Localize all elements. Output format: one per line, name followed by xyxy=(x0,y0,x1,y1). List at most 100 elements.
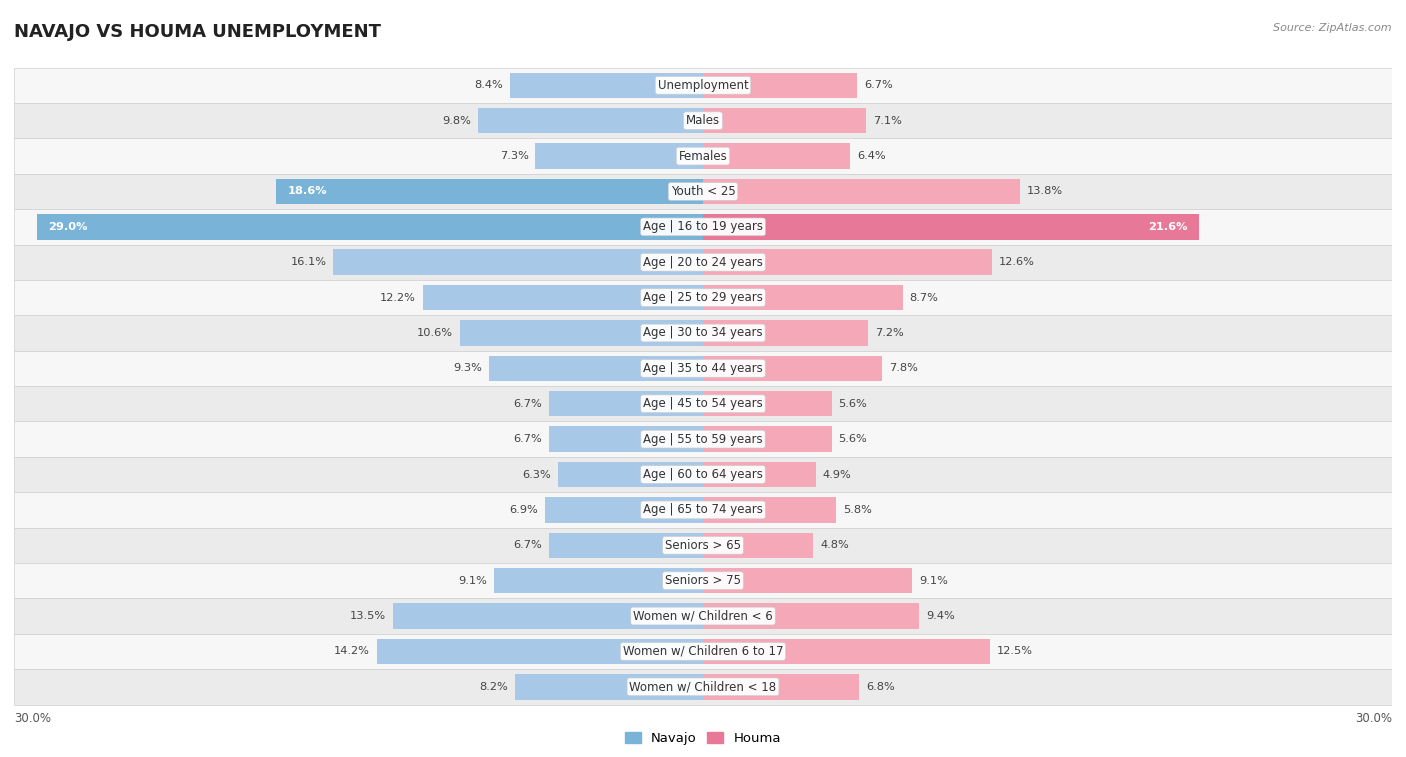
Bar xyxy=(550,426,703,452)
Text: Unemployment: Unemployment xyxy=(658,79,748,92)
Text: 7.8%: 7.8% xyxy=(889,363,918,373)
Text: 7.3%: 7.3% xyxy=(499,151,529,161)
Bar xyxy=(703,674,859,699)
Bar xyxy=(392,603,703,629)
Bar xyxy=(14,245,1392,280)
Bar xyxy=(703,391,831,416)
Bar xyxy=(703,250,993,275)
Bar xyxy=(544,497,703,522)
Bar xyxy=(14,598,1392,634)
Text: 6.7%: 6.7% xyxy=(513,399,543,409)
Text: 8.4%: 8.4% xyxy=(474,80,503,90)
Bar xyxy=(703,108,866,133)
Bar xyxy=(703,285,903,310)
Text: 10.6%: 10.6% xyxy=(416,328,453,338)
Bar xyxy=(478,108,703,133)
Bar xyxy=(703,462,815,488)
Text: 8.2%: 8.2% xyxy=(479,682,508,692)
Bar xyxy=(14,316,1392,350)
Text: 13.8%: 13.8% xyxy=(1026,186,1063,197)
Bar xyxy=(14,634,1392,669)
Bar xyxy=(703,320,869,346)
Bar xyxy=(14,528,1392,563)
Text: Women w/ Children 6 to 17: Women w/ Children 6 to 17 xyxy=(623,645,783,658)
Text: Youth < 25: Youth < 25 xyxy=(671,185,735,198)
Bar xyxy=(558,462,703,488)
Text: Females: Females xyxy=(679,150,727,163)
Text: NAVAJO VS HOUMA UNEMPLOYMENT: NAVAJO VS HOUMA UNEMPLOYMENT xyxy=(14,23,381,41)
Text: 6.3%: 6.3% xyxy=(523,469,551,479)
Text: 16.1%: 16.1% xyxy=(291,257,326,267)
Text: 9.1%: 9.1% xyxy=(920,575,948,586)
Text: Seniors > 65: Seniors > 65 xyxy=(665,539,741,552)
Text: 30.0%: 30.0% xyxy=(1355,712,1392,725)
Bar xyxy=(276,179,703,204)
Text: Males: Males xyxy=(686,114,720,127)
Text: 12.6%: 12.6% xyxy=(1000,257,1035,267)
Text: 6.7%: 6.7% xyxy=(513,540,543,550)
Text: 6.9%: 6.9% xyxy=(509,505,537,515)
Text: 4.8%: 4.8% xyxy=(820,540,849,550)
Bar xyxy=(703,356,882,381)
Bar xyxy=(14,350,1392,386)
Bar xyxy=(510,73,703,98)
Text: 12.5%: 12.5% xyxy=(997,646,1033,656)
Text: 6.4%: 6.4% xyxy=(856,151,886,161)
Text: 9.4%: 9.4% xyxy=(925,611,955,621)
Bar xyxy=(703,143,851,169)
Text: 12.2%: 12.2% xyxy=(380,293,416,303)
Bar xyxy=(703,568,912,593)
Text: Age | 20 to 24 years: Age | 20 to 24 years xyxy=(643,256,763,269)
Bar xyxy=(14,563,1392,598)
Bar xyxy=(703,73,856,98)
Text: 29.0%: 29.0% xyxy=(48,222,89,232)
Bar xyxy=(333,250,703,275)
Text: Source: ZipAtlas.com: Source: ZipAtlas.com xyxy=(1274,23,1392,33)
Bar xyxy=(703,533,813,558)
Bar xyxy=(423,285,703,310)
Text: Age | 60 to 64 years: Age | 60 to 64 years xyxy=(643,468,763,481)
Text: 7.1%: 7.1% xyxy=(873,116,901,126)
Bar xyxy=(703,214,1199,239)
Text: 6.7%: 6.7% xyxy=(513,435,543,444)
Text: 4.9%: 4.9% xyxy=(823,469,851,479)
Bar xyxy=(703,603,920,629)
Text: Age | 16 to 19 years: Age | 16 to 19 years xyxy=(643,220,763,233)
Bar xyxy=(14,174,1392,209)
Text: 9.3%: 9.3% xyxy=(454,363,482,373)
Bar xyxy=(489,356,703,381)
Text: Age | 65 to 74 years: Age | 65 to 74 years xyxy=(643,503,763,516)
Text: 18.6%: 18.6% xyxy=(287,186,328,197)
Text: Seniors > 75: Seniors > 75 xyxy=(665,574,741,587)
Text: 30.0%: 30.0% xyxy=(14,712,51,725)
Bar xyxy=(703,426,831,452)
Text: Women w/ Children < 18: Women w/ Children < 18 xyxy=(630,681,776,693)
Text: 9.8%: 9.8% xyxy=(441,116,471,126)
Bar xyxy=(460,320,703,346)
Text: 21.6%: 21.6% xyxy=(1149,222,1188,232)
Text: 5.6%: 5.6% xyxy=(838,435,868,444)
Text: Age | 35 to 44 years: Age | 35 to 44 years xyxy=(643,362,763,375)
Text: 5.8%: 5.8% xyxy=(844,505,872,515)
Bar xyxy=(14,456,1392,492)
Bar xyxy=(536,143,703,169)
Bar xyxy=(14,492,1392,528)
Bar xyxy=(550,391,703,416)
Bar xyxy=(14,209,1392,245)
Text: 6.8%: 6.8% xyxy=(866,682,894,692)
Text: 8.7%: 8.7% xyxy=(910,293,939,303)
Bar xyxy=(14,103,1392,139)
Bar xyxy=(14,386,1392,422)
Bar xyxy=(377,639,703,664)
Bar xyxy=(703,179,1019,204)
Text: 14.2%: 14.2% xyxy=(335,646,370,656)
Bar xyxy=(703,639,990,664)
Text: Age | 55 to 59 years: Age | 55 to 59 years xyxy=(643,433,763,446)
Bar xyxy=(14,139,1392,174)
Bar xyxy=(550,533,703,558)
Bar xyxy=(14,280,1392,316)
Bar xyxy=(14,669,1392,705)
Text: 9.1%: 9.1% xyxy=(458,575,486,586)
Text: 7.2%: 7.2% xyxy=(875,328,904,338)
Text: 6.7%: 6.7% xyxy=(863,80,893,90)
